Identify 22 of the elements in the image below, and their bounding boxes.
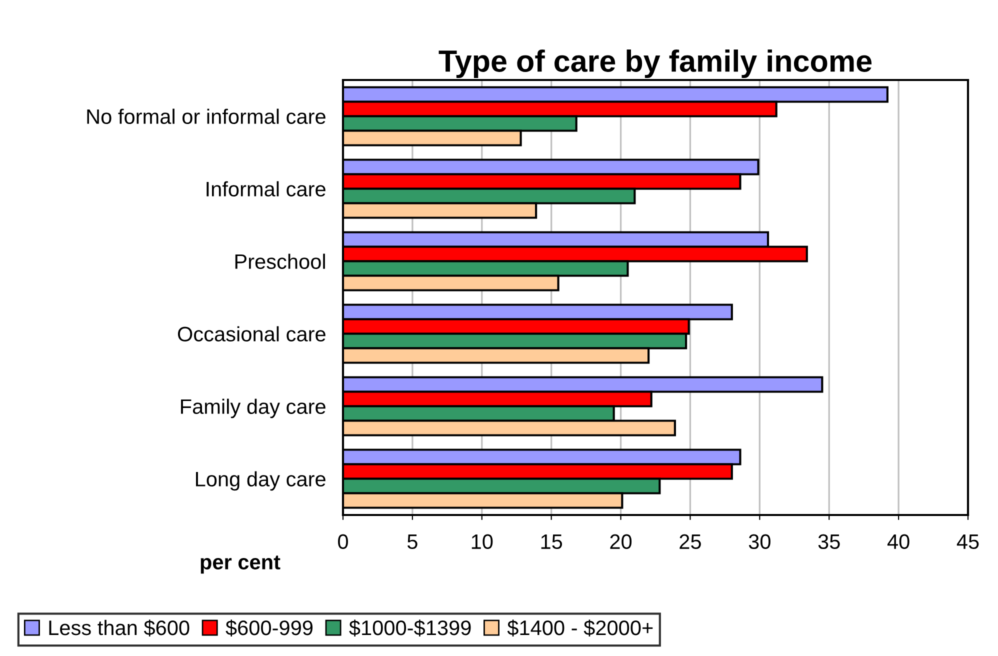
x-tick-label: 40 — [887, 534, 910, 550]
x-tick-label: 25 — [680, 534, 701, 550]
x-axis-title: per cent — [200, 556, 280, 574]
x-tick-label: 35 — [818, 534, 840, 550]
x-tick-label: 15 — [541, 534, 562, 550]
legend-label: $1000-$1399 — [349, 620, 471, 636]
x-tick-label: 20 — [610, 534, 632, 550]
y-tick-label: Family day care — [181, 398, 326, 418]
legend-label: $1400 - $2000+ — [507, 620, 653, 636]
x-tick-label: 30 — [748, 534, 770, 550]
y-tick-label: Informal care — [206, 181, 326, 197]
x-tick-label: 45 — [956, 534, 979, 550]
x-tick-label: 0 — [338, 534, 348, 550]
chart-title: Type of care by family income — [438, 50, 872, 78]
x-tick-label: 5 — [407, 534, 418, 550]
x-tick-label: 10 — [472, 534, 493, 550]
y-tick-label: Preschool — [235, 254, 325, 270]
y-tick-label: Long day care — [196, 471, 326, 491]
legend-label: $600-999 — [226, 620, 313, 636]
legend-label: Less than $600 — [49, 620, 190, 636]
y-tick-label: No formal or informal care — [87, 108, 326, 124]
y-tick-label: Occasional care — [178, 326, 326, 342]
